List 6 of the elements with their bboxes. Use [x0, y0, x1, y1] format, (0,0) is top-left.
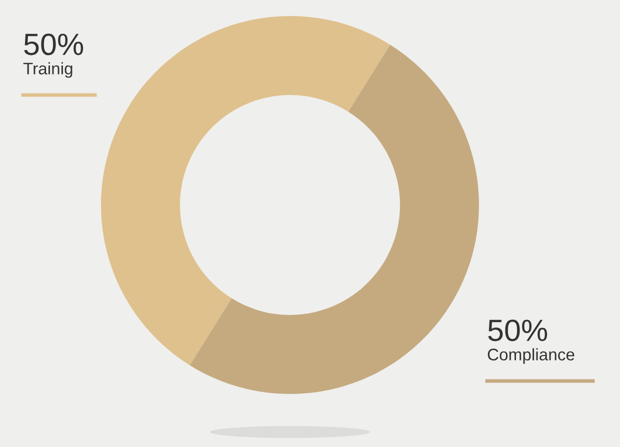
data-label: 50% — [488, 320, 548, 342]
data-label: 50% — [24, 34, 84, 56]
donut-slice — [190, 44, 479, 394]
donut-slice — [101, 16, 390, 366]
slice-label: Compliance — [488, 348, 574, 364]
slice-label: Trainig — [23, 62, 72, 78]
